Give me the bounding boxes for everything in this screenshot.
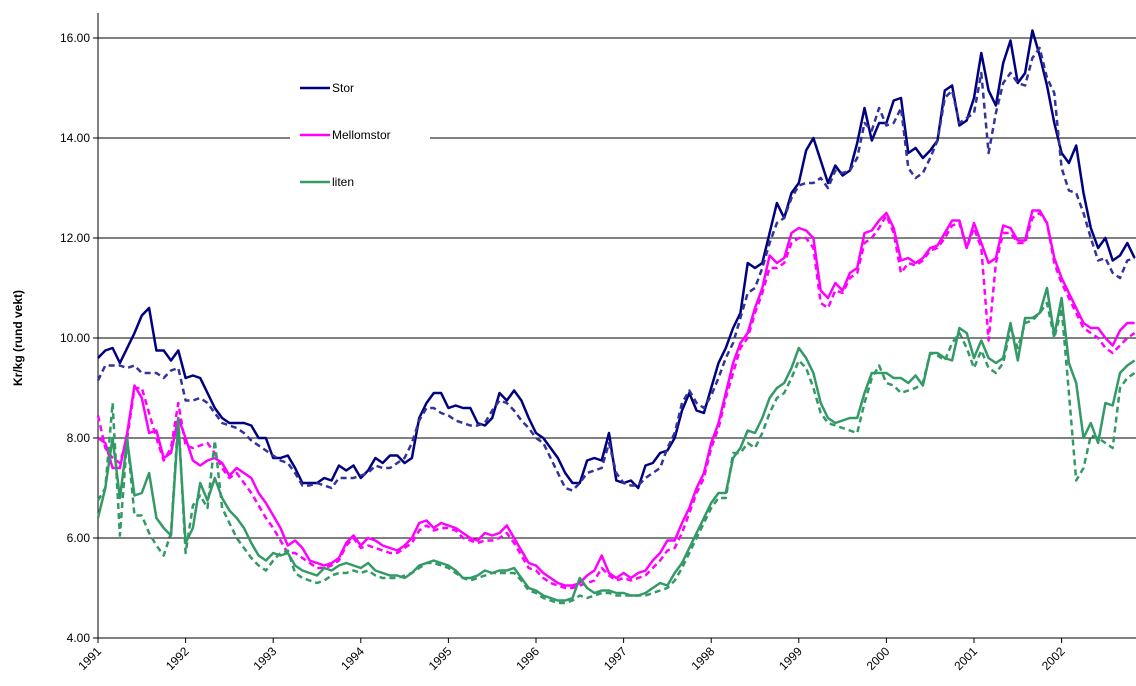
x-tick-label: 2002 <box>1039 644 1068 673</box>
x-tick-label: 2001 <box>951 644 980 673</box>
x-tick-label: 1994 <box>338 644 367 673</box>
y-tick-label: 12.00 <box>60 231 90 245</box>
y-tick-label: 16.00 <box>60 31 90 45</box>
x-tick-label: 1993 <box>251 644 280 673</box>
x-tick-label: 1995 <box>426 644 455 673</box>
line <box>96 286 1136 602</box>
x-tick-label: 1992 <box>163 644 192 673</box>
x-tick-label: 1991 <box>75 644 104 673</box>
legend-label: Stor <box>332 81 354 95</box>
line <box>97 29 1136 490</box>
x-tick-label: 1998 <box>689 644 718 673</box>
x-tick-label: 1996 <box>513 644 542 673</box>
legend-label: liten <box>332 175 354 189</box>
y-tick-label: 6.00 <box>67 531 91 545</box>
y-tick-label: 10.00 <box>60 331 90 345</box>
y-tick-label: 4.00 <box>67 631 91 645</box>
x-tick-label: 1999 <box>776 644 805 673</box>
y-tick-label: 14.00 <box>60 131 90 145</box>
x-tick-label: 2000 <box>864 644 893 673</box>
dashed-line <box>96 301 1136 605</box>
line <box>97 209 1135 587</box>
dashed-line <box>96 211 1136 590</box>
y-axis-title: Kr/kg (rund vekt) <box>11 290 25 386</box>
dashed-line <box>96 46 1136 492</box>
y-tick-label: 8.00 <box>67 431 91 445</box>
x-tick-label: 1997 <box>601 644 630 673</box>
legend-label: Mellomstor <box>332 128 391 142</box>
